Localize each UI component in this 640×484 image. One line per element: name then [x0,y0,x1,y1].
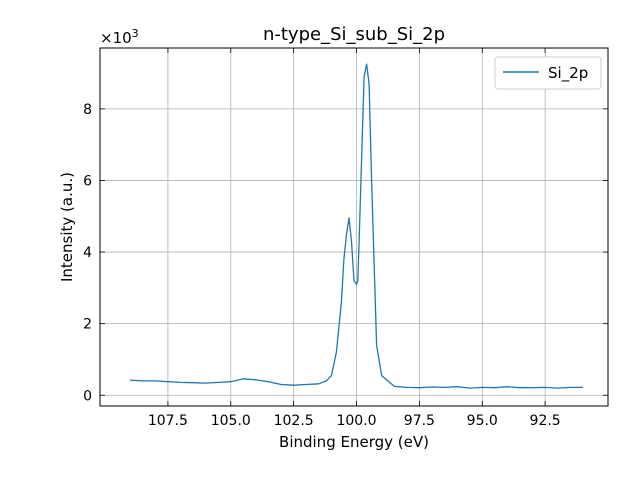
x-tick-label: 92.5 [530,413,561,429]
x-tick-label: 97.5 [404,413,435,429]
x-tick-label: 95.0 [467,413,498,429]
x-tick-label: 107.5 [148,413,188,429]
legend-box [494,56,602,90]
y-scale-base: ×10 [100,29,132,47]
grid [100,48,608,406]
tick-labels: 107.5 105.0 102.5 100.0 97.5 95.0 92.5 0 2 4 6 8 [83,102,561,429]
y-tick-label: 6 [83,173,92,189]
y-tick-label: 8 [83,102,92,118]
y-scale-exponent: 3 [132,27,139,40]
y-axis-title: Intensity (a.u.) [58,172,76,282]
x-axis-title: Binding Energy (eV) [279,433,429,451]
legend: Si_2p [494,56,602,90]
y-scale-multiplier: ×103 [100,27,139,47]
x-tick-label: 100.0 [336,413,376,429]
axis-ticks [100,48,608,406]
x-tick-label: 105.0 [211,413,251,429]
y-tick-label: 0 [83,388,92,404]
x-tick-label: 102.5 [274,413,314,429]
y-tick-label: 4 [83,245,92,261]
y-tick-label: 2 [83,317,92,333]
plot-frame [99,47,609,407]
legend-label-si-2p: Si_2p [548,64,588,83]
chart-title: n-type_Si_sub_Si_2p [263,24,445,45]
series-line-si-2p [130,63,583,389]
